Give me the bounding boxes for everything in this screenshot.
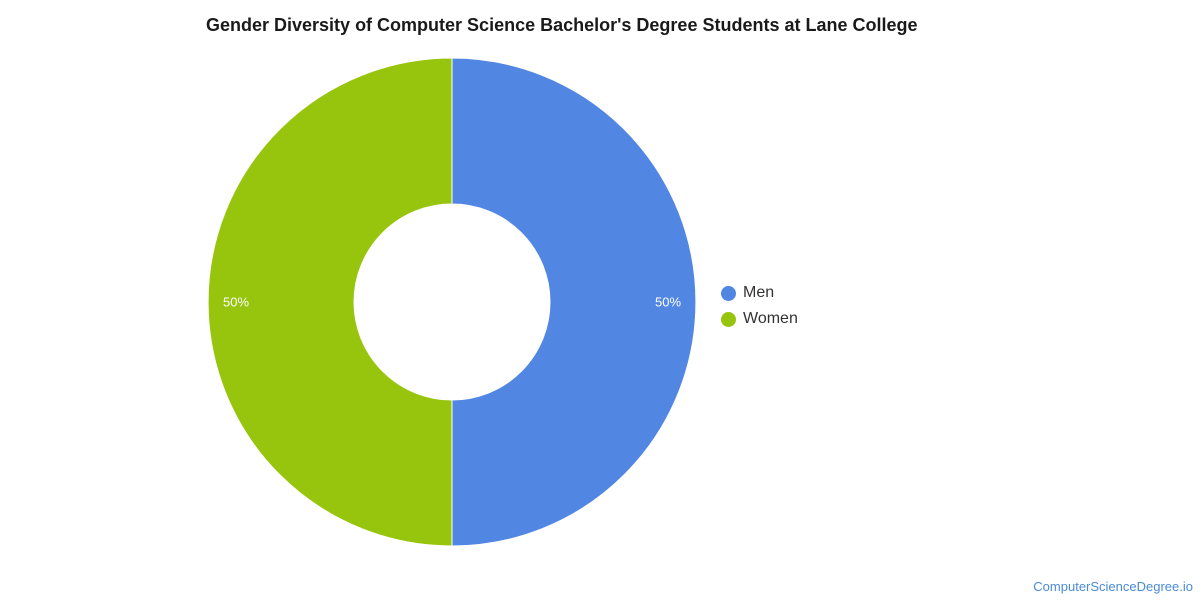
slice-women[interactable]: [207, 57, 453, 547]
legend-swatch-men: [721, 285, 736, 301]
legend-item-women[interactable]: Women: [721, 306, 798, 332]
slice-label-women: 50%: [223, 295, 249, 310]
legend-label-men: Men: [743, 284, 775, 301]
slices-group: [207, 57, 697, 547]
slice-men[interactable]: [451, 57, 697, 547]
chart-title: Gender Diversity of Computer Science Bac…: [206, 15, 918, 35]
legend-label-women: Women: [743, 310, 798, 327]
legend-item-men[interactable]: Men: [721, 280, 798, 306]
slice-label-men: 50%: [655, 295, 681, 310]
legend-swatch-women: [721, 311, 736, 327]
legend: Men Women: [721, 280, 798, 332]
slice-labels-group: 50% 50%: [223, 295, 681, 310]
source-link[interactable]: ComputerScienceDegree.io: [1033, 579, 1193, 594]
